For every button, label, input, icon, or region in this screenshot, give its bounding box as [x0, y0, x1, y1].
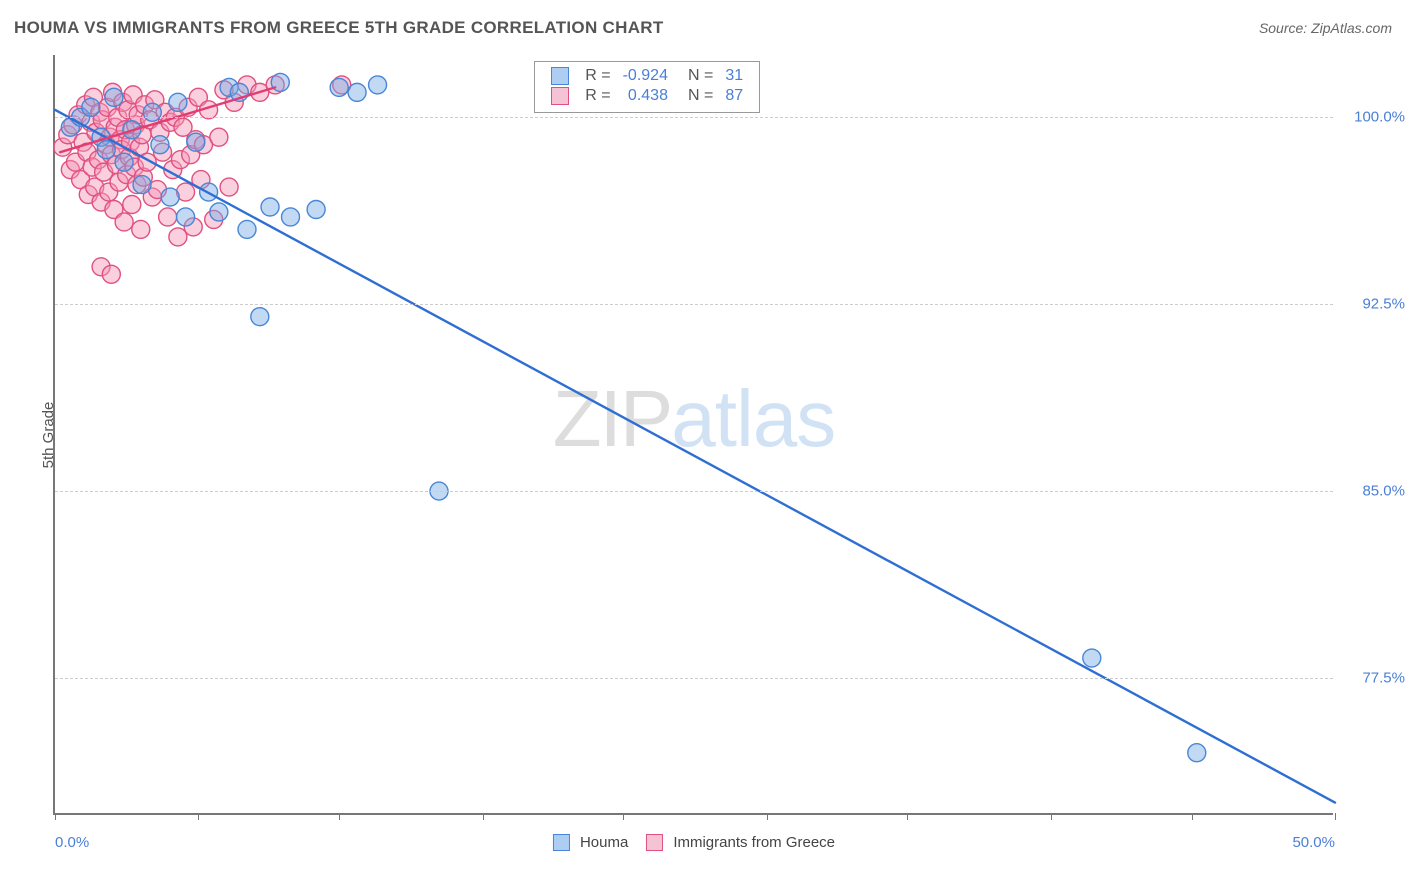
data-point: [348, 83, 366, 101]
x-tick: [1335, 813, 1336, 820]
data-point: [133, 176, 151, 194]
data-point: [132, 220, 150, 238]
source-credit: Source: ZipAtlas.com: [1259, 20, 1392, 36]
data-point: [251, 308, 269, 326]
data-point: [1188, 744, 1206, 762]
data-point: [143, 103, 161, 121]
source-name: ZipAtlas.com: [1311, 20, 1392, 36]
legend-r-label: R =: [579, 86, 616, 106]
correlation-table: R =-0.924N =31R =0.438N =87: [545, 66, 749, 106]
data-point: [169, 228, 187, 246]
source-label: Source:: [1259, 20, 1311, 36]
series-legend: Houma Immigrants from Greece: [553, 834, 835, 851]
legend-swatch: [551, 87, 569, 105]
x-tick: [55, 813, 56, 820]
legend-row: R =0.438N =87: [545, 86, 749, 106]
data-point: [307, 200, 325, 218]
x-tick: [767, 813, 768, 820]
data-point: [282, 208, 300, 226]
legend-swatch: [553, 834, 570, 851]
x-tick-label: 0.0%: [55, 834, 89, 851]
grid-line: [55, 304, 1333, 305]
data-point: [151, 136, 169, 154]
legend-r-label: R =: [579, 66, 616, 86]
x-tick: [1192, 813, 1193, 820]
x-tick: [339, 813, 340, 820]
series-name: Houma: [580, 834, 628, 851]
data-point: [330, 78, 348, 96]
plot-wrapper: 5th Grade ZIPatlas R =-0.924N =31R =0.43…: [53, 55, 1333, 815]
legend-r-value: -0.924: [617, 66, 674, 86]
data-point: [105, 88, 123, 106]
legend-n-value: 31: [719, 66, 749, 86]
data-point: [102, 265, 120, 283]
chart-title: HOUMA VS IMMIGRANTS FROM GREECE 5TH GRAD…: [14, 18, 664, 38]
correlation-legend: R =-0.924N =31R =0.438N =87: [534, 61, 760, 113]
series-name: Immigrants from Greece: [673, 834, 835, 851]
x-tick: [907, 813, 908, 820]
data-point: [261, 198, 279, 216]
legend-swatch: [551, 67, 569, 85]
data-point: [210, 203, 228, 221]
chart-header: HOUMA VS IMMIGRANTS FROM GREECE 5TH GRAD…: [14, 18, 1392, 38]
data-point: [177, 208, 195, 226]
data-point: [187, 133, 205, 151]
data-point: [82, 98, 100, 116]
y-tick-label: 100.0%: [1354, 109, 1405, 126]
legend-n-label: N =: [674, 86, 719, 106]
series-legend-item: Houma: [553, 834, 628, 851]
y-tick-label: 92.5%: [1362, 296, 1405, 313]
grid-line: [55, 117, 1333, 118]
x-tick: [483, 813, 484, 820]
data-point: [123, 196, 141, 214]
legend-r-value: 0.438: [617, 86, 674, 106]
y-tick-label: 77.5%: [1362, 669, 1405, 686]
data-point: [220, 178, 238, 196]
legend-n-value: 87: [719, 86, 749, 106]
series-legend-item: Immigrants from Greece: [646, 834, 835, 851]
data-point: [369, 76, 387, 94]
legend-n-label: N =: [674, 66, 719, 86]
data-point: [159, 208, 177, 226]
y-tick-label: 85.0%: [1362, 483, 1405, 500]
legend-swatch: [646, 834, 663, 851]
data-point: [161, 188, 179, 206]
x-tick: [623, 813, 624, 820]
grid-line: [55, 491, 1333, 492]
data-point: [210, 128, 228, 146]
data-point: [238, 220, 256, 238]
plot-area: ZIPatlas R =-0.924N =31R =0.438N =87 Hou…: [53, 55, 1333, 815]
data-point: [97, 141, 115, 159]
trend-line: [55, 110, 1335, 803]
data-point: [1083, 649, 1101, 667]
legend-row: R =-0.924N =31: [545, 66, 749, 86]
data-point: [115, 213, 133, 231]
x-tick-label: 50.0%: [1292, 834, 1335, 851]
grid-line: [55, 678, 1333, 679]
data-point: [115, 153, 133, 171]
chart-svg: [55, 55, 1333, 813]
x-tick: [198, 813, 199, 820]
x-tick: [1051, 813, 1052, 820]
data-point: [169, 93, 187, 111]
